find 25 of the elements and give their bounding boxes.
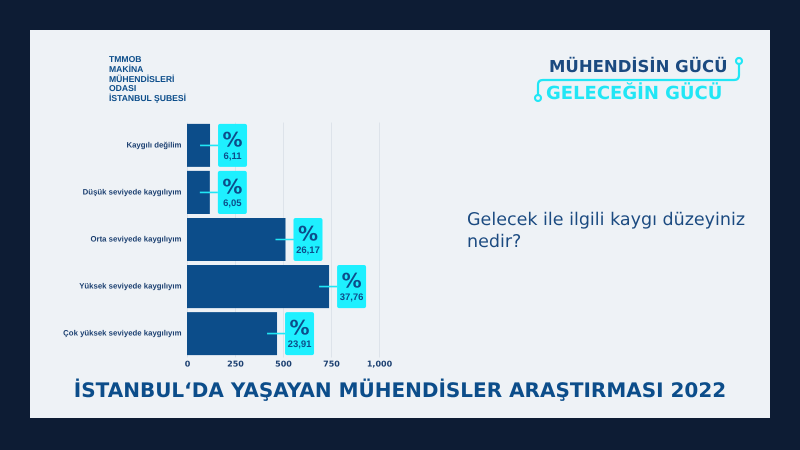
- annotation: 6,05: [223, 198, 242, 209]
- text: Gelecek ile ilgili kaygı düzeyiniz nedir?: [467, 209, 746, 253]
- annotation: 37,76: [340, 292, 364, 304]
- annotation: 26,17: [296, 245, 320, 256]
- bar: [187, 312, 278, 356]
- annotation: %: [290, 316, 310, 340]
- text: İSTANBUL‘DA YAŞAYAN MÜHENDİSLER ARAŞTIRMASI 2022: [72, 378, 728, 402]
- annotation: %: [298, 222, 318, 246]
- x-tick-label: 1,000: [366, 360, 393, 368]
- bar: [187, 265, 330, 308]
- annotation: 23,91: [288, 339, 312, 350]
- x-tick-label: 750: [323, 360, 340, 368]
- text: MÜHENDİSİN GÜCÜ: [549, 57, 728, 76]
- bar: [187, 218, 286, 262]
- annotation: %: [222, 174, 242, 198]
- x-tick-label: 500: [275, 360, 292, 368]
- x-tick-label: 0: [184, 360, 191, 368]
- annotation: 6,11: [224, 150, 242, 162]
- x-tick-label: 250: [227, 360, 244, 368]
- bar: [187, 170, 210, 214]
- annotation: %: [222, 127, 243, 152]
- text: GELECEĞİN GÜCÜ: [546, 83, 722, 104]
- annotation: %: [342, 268, 362, 293]
- text: TMMOB MAKİNA MÜHENDİSLERİ ODASI İSTANBUL ŞUBESİ: [109, 54, 186, 104]
- bar: [187, 124, 210, 167]
